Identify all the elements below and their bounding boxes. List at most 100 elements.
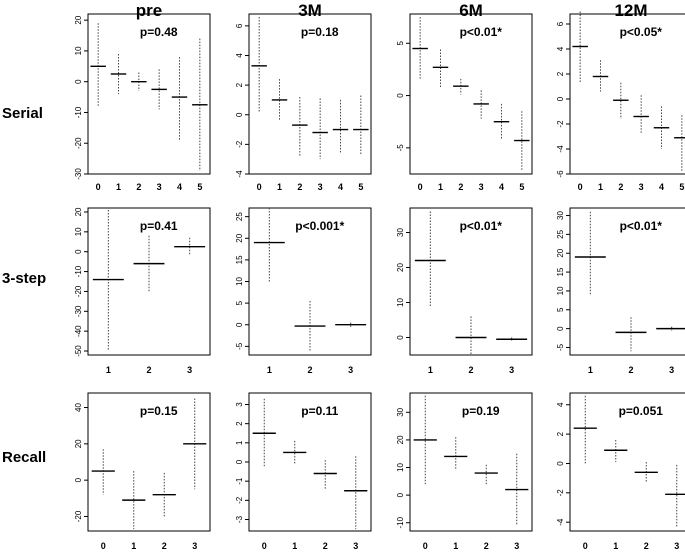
y-tick-label-serial-3m: 6 xyxy=(235,23,244,28)
y-tick-label-recall-12m: 4 xyxy=(556,402,565,407)
x-tick-label-serial-12m: 3 xyxy=(639,182,644,192)
y-tick-label-3-step-3m: 20 xyxy=(235,233,244,242)
pvalue-serial-3m: p=0.18 xyxy=(301,25,339,39)
panel-frame-recall-pre xyxy=(87,392,211,532)
x-tick-label-recall-3m: 0 xyxy=(262,541,267,551)
panel-frame-3-step-6m xyxy=(409,207,533,356)
y-tick-label-3-step-6m: 20 xyxy=(396,263,405,272)
y-tick-label-3-step-pre: 10 xyxy=(74,227,83,236)
y-tick-label-recall-6m: 20 xyxy=(396,435,405,444)
row-label-3-step: 3-step xyxy=(2,270,46,287)
pvalue-3-step-12m: p<0.01* xyxy=(620,219,663,233)
x-tick-label-recall-3m: 2 xyxy=(323,541,328,551)
x-tick-label-serial-3m: 4 xyxy=(338,182,343,192)
y-tick-label-serial-12m: -6 xyxy=(556,170,565,178)
y-tick-label-3-step-12m: 15 xyxy=(556,267,565,276)
pvalue-serial-pre: p=0.48 xyxy=(140,25,178,39)
pvalue-recall-12m: p=0.051 xyxy=(619,404,664,418)
pvalue-3-step-3m: p<0.001* xyxy=(295,219,344,233)
y-tick-label-3-step-12m: 0 xyxy=(556,326,565,331)
x-tick-label-3-step-pre: 1 xyxy=(106,365,111,375)
row-label-recall: Recall xyxy=(2,449,46,466)
y-tick-label-serial-pre: 10 xyxy=(74,46,83,55)
panel-frame-3-step-pre xyxy=(87,207,211,356)
y-tick-label-serial-12m: -4 xyxy=(556,145,565,153)
y-tick-label-recall-pre: 20 xyxy=(74,439,83,448)
y-tick-label-3-step-pre: -50 xyxy=(74,345,83,357)
y-tick-label-serial-12m: 0 xyxy=(556,96,565,101)
x-tick-label-serial-3m: 0 xyxy=(257,182,262,192)
y-tick-label-3-step-pre: -30 xyxy=(74,305,83,317)
y-tick-label-serial-pre: -10 xyxy=(74,106,83,118)
x-tick-label-serial-3m: 2 xyxy=(297,182,302,192)
y-tick-label-3-step-12m: 5 xyxy=(556,307,565,312)
y-tick-label-recall-12m: -2 xyxy=(556,489,565,497)
column-title-12m: 12M xyxy=(614,1,647,20)
y-tick-label-3-step-12m: 20 xyxy=(556,248,565,257)
y-tick-label-serial-6m: 0 xyxy=(396,93,405,98)
x-tick-label-3-step-pre: 2 xyxy=(146,365,151,375)
x-tick-label-serial-pre: 4 xyxy=(177,182,182,192)
x-tick-label-serial-pre: 0 xyxy=(96,182,101,192)
y-tick-label-recall-6m: 0 xyxy=(396,492,405,497)
x-tick-label-3-step-3m: 3 xyxy=(348,365,353,375)
y-tick-label-3-step-3m: -5 xyxy=(235,342,244,350)
panel-frame-serial-pre xyxy=(87,13,211,175)
x-tick-label-3-step-12m: 3 xyxy=(669,365,674,375)
x-tick-label-serial-3m: 3 xyxy=(318,182,323,192)
y-tick-label-serial-3m: 4 xyxy=(235,53,244,58)
y-tick-label-3-step-3m: 0 xyxy=(235,322,244,327)
x-tick-label-serial-6m: 1 xyxy=(438,182,443,192)
y-tick-label-serial-pre: -20 xyxy=(74,137,83,149)
column-title-6m: 6M xyxy=(459,1,483,20)
pvalue-serial-12m: p<0.05* xyxy=(620,25,663,39)
x-tick-label-serial-3m: 1 xyxy=(277,182,282,192)
y-tick-label-serial-6m: 5 xyxy=(396,41,405,46)
y-tick-label-3-step-12m: 10 xyxy=(556,286,565,295)
x-tick-label-3-step-12m: 1 xyxy=(588,365,593,375)
panel-frame-recall-12m xyxy=(569,392,685,532)
y-tick-label-3-step-pre: -10 xyxy=(74,265,83,277)
x-tick-label-serial-pre: 3 xyxy=(157,182,162,192)
x-tick-label-serial-pre: 1 xyxy=(116,182,121,192)
x-tick-label-3-step-3m: 2 xyxy=(307,365,312,375)
pvalue-3-step-6m: p<0.01* xyxy=(460,219,503,233)
x-tick-label-serial-6m: 2 xyxy=(458,182,463,192)
x-tick-label-serial-12m: 4 xyxy=(659,182,664,192)
y-tick-label-recall-3m: -3 xyxy=(235,515,244,523)
x-tick-label-recall-6m: 1 xyxy=(453,541,458,551)
y-tick-label-recall-pre: 0 xyxy=(74,477,83,482)
column-title-3m: 3M xyxy=(298,1,322,20)
y-tick-label-3-step-pre: 20 xyxy=(74,207,83,216)
y-tick-label-serial-3m: 0 xyxy=(235,112,244,117)
column-title-pre: pre xyxy=(136,1,162,20)
y-tick-label-recall-pre: -20 xyxy=(74,510,83,522)
y-tick-label-3-step-12m: -5 xyxy=(556,343,565,351)
x-tick-label-recall-12m: 3 xyxy=(674,541,679,551)
pvalue-3-step-pre: p=0.41 xyxy=(140,219,178,233)
x-tick-label-3-step-6m: 1 xyxy=(428,365,433,375)
y-tick-label-recall-6m: 30 xyxy=(396,407,405,416)
x-tick-label-recall-pre: 0 xyxy=(101,541,106,551)
y-tick-label-recall-pre: 40 xyxy=(74,403,83,412)
x-tick-label-recall-3m: 1 xyxy=(292,541,297,551)
y-tick-label-serial-12m: 6 xyxy=(556,21,565,26)
x-tick-label-serial-6m: 4 xyxy=(499,182,504,192)
panel-frame-serial-3m xyxy=(248,13,372,175)
x-tick-label-recall-12m: 1 xyxy=(613,541,618,551)
y-tick-label-3-step-3m: 15 xyxy=(235,255,244,264)
pvalue-recall-6m: p=0.19 xyxy=(462,404,500,418)
y-tick-label-3-step-3m: 25 xyxy=(235,212,244,221)
y-tick-label-recall-3m: 0 xyxy=(235,459,244,464)
y-tick-label-serial-pre: -30 xyxy=(74,168,83,180)
x-tick-label-recall-12m: 2 xyxy=(644,541,649,551)
x-tick-label-3-step-6m: 2 xyxy=(468,365,473,375)
x-tick-label-recall-6m: 3 xyxy=(514,541,519,551)
y-tick-label-3-step-3m: 5 xyxy=(235,300,244,305)
y-tick-label-recall-12m: 0 xyxy=(556,461,565,466)
panel-frame-3-step-12m xyxy=(569,207,685,356)
y-tick-label-recall-3m: -1 xyxy=(235,477,244,485)
x-tick-label-serial-12m: 2 xyxy=(618,182,623,192)
y-tick-label-serial-pre: 0 xyxy=(74,79,83,84)
